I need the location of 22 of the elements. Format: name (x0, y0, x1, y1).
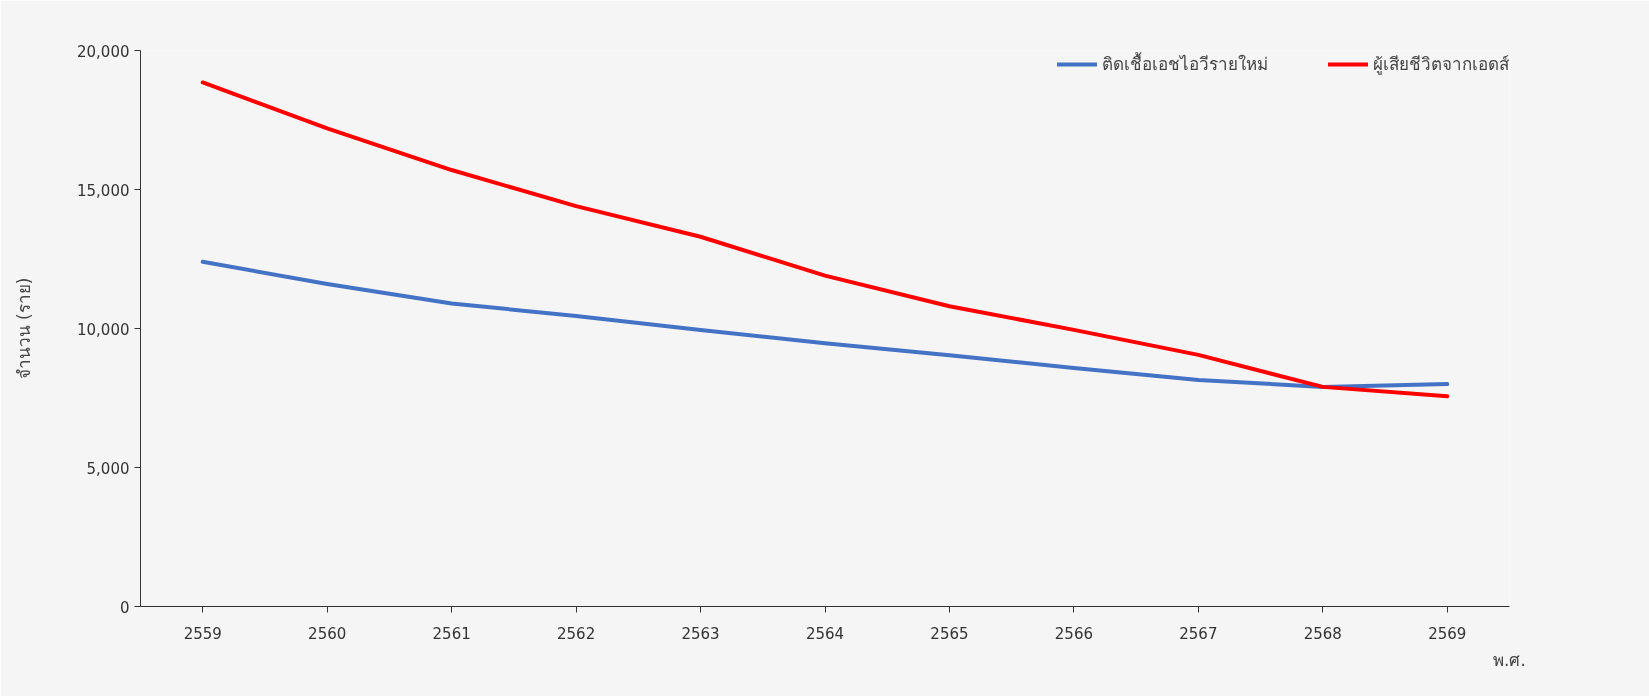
x-tick-label: 2568 (1303, 624, 1342, 643)
x-tick-label: 2566 (1054, 624, 1094, 643)
x-tick-label: 2565 (930, 624, 969, 643)
y-tick-label: 10,000 (77, 320, 130, 339)
y-tick-label: 5,000 (86, 459, 130, 478)
y-tick-label: 20,000 (77, 42, 130, 61)
x-tick-label: 2563 (681, 624, 720, 643)
x-tick-label: 2559 (183, 624, 222, 643)
y-tick-label: 15,000 (77, 181, 130, 200)
x-tick-label: 2560 (308, 624, 347, 643)
legend-label: ผู้เสียชีวิตจากเอดส์ (1373, 53, 1509, 77)
y-axis-title: จำนวน (ราย) (14, 277, 35, 380)
x-tick-label: 2569 (1428, 624, 1467, 643)
line-series (200, 80, 1450, 399)
x-tick-label: 2564 (805, 624, 845, 643)
x-tick-label: 2562 (557, 624, 596, 643)
y-tick-label: 0 (119, 598, 130, 617)
legend-label: ติดเชื้อเอชไอวีรายใหม่ (1102, 51, 1268, 76)
x-axis-title: พ.ศ. (1493, 649, 1526, 670)
x-tick-label: 2567 (1179, 624, 1218, 643)
line-series (200, 259, 1450, 389)
x-tick-label: 2561 (432, 624, 471, 643)
